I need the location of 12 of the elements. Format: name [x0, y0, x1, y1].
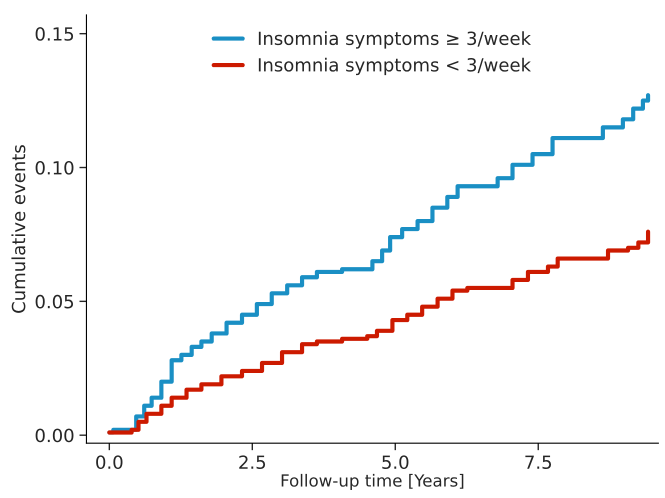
legend-label: Insomnia symptoms ≥ 3/week	[258, 31, 531, 49]
x-tick-label: 0.0	[96, 455, 122, 469]
x-axis-title: Follow-up time [Years]	[282, 474, 464, 490]
y-tick-label: 0.15	[36, 27, 74, 41]
y-tick-label: 0.10	[36, 160, 74, 175]
x-tick-label: 7.5	[525, 456, 552, 469]
x-tick-label: 5.0	[382, 455, 408, 469]
legend-label: Insomnia symptoms < 3/week	[258, 58, 531, 76]
x-tick-label: 2.5	[239, 455, 266, 469]
y-tick-label: 0.00	[36, 428, 74, 442]
y-axis-title: Cumulative events	[11, 145, 26, 313]
y-tick-label: 0.05	[36, 294, 74, 308]
